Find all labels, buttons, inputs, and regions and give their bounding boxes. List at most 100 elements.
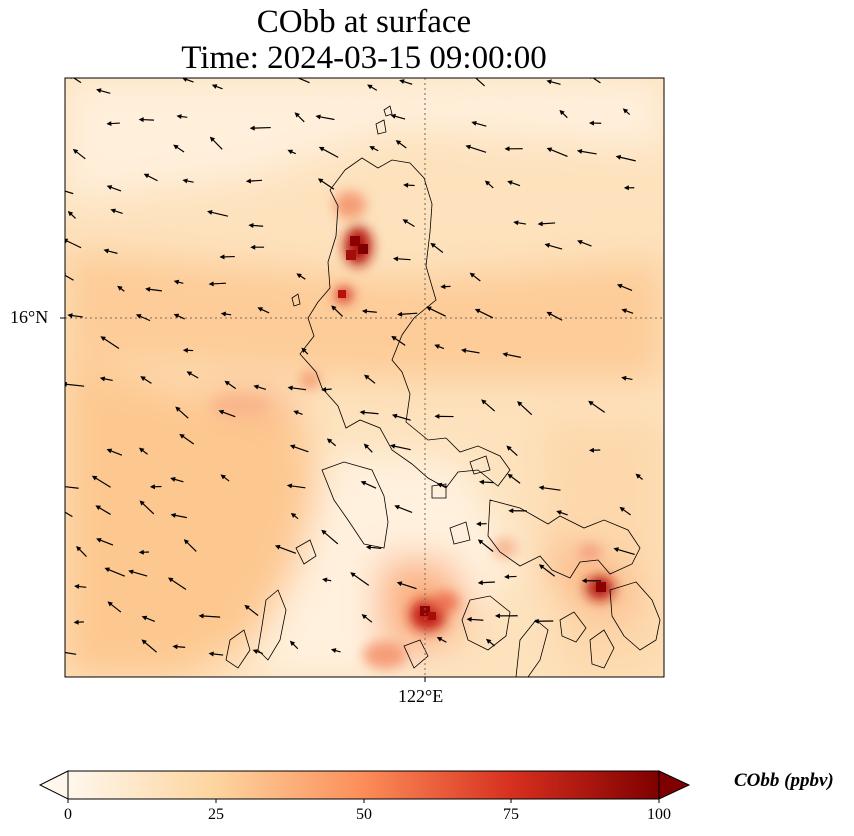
wind-arrow [394, 415, 411, 421]
wind-arrow [173, 514, 187, 519]
wind-arrow [400, 312, 418, 315]
wind-arrow-head [99, 376, 106, 382]
wind-arrow [432, 244, 444, 253]
wind-arrow-head [253, 384, 259, 390]
wind-arrow [290, 387, 307, 391]
wind-arrow [392, 445, 411, 451]
wind-arrow [277, 545, 297, 554]
wind-arrow-head [395, 140, 402, 146]
wind-arrow [548, 312, 563, 321]
wind-arrow-head [100, 336, 106, 342]
colorbar-gradient [67, 770, 660, 800]
wind-arrow [399, 582, 417, 590]
wind-arrow [590, 402, 606, 413]
wind-arrow-head [135, 314, 142, 319]
wind-arrow-head [508, 508, 514, 514]
wind-arrow-head [176, 114, 182, 120]
wind-arrow [393, 337, 406, 346]
wind-arrow [619, 284, 633, 291]
wind-arrow-head [315, 114, 321, 120]
wind-arrow [296, 78, 310, 84]
wind-arrow [479, 540, 494, 552]
colorbar-tick: 75 [503, 806, 519, 823]
wind-arrow-head [244, 604, 250, 610]
wind-arrow-head [106, 448, 113, 454]
wind-arrow [616, 548, 635, 556]
wind-arrow [70, 314, 83, 318]
wind-arrow-head [365, 544, 372, 550]
wind-arrow [65, 239, 82, 249]
wind-arrow [289, 485, 306, 489]
wind-arrow [540, 222, 556, 225]
wind-arrow-head [476, 521, 482, 527]
wind-arrow-head [367, 84, 373, 90]
wind-arrow [211, 138, 223, 150]
wind-arrow-head [364, 374, 370, 380]
wind-arrow-head [546, 311, 553, 317]
wind-arrow-head [208, 651, 214, 657]
wind-arrow-head [107, 601, 113, 607]
wind-arrow [98, 539, 114, 546]
wind-arrow-head [434, 413, 440, 419]
wind-arrow-head [481, 399, 487, 405]
wind-arrow-head [318, 146, 325, 152]
colorbar-extend-low [38, 770, 69, 800]
wind-arrow-head [361, 614, 368, 620]
wind-arrow-head [635, 473, 641, 479]
wind-arrow-head [544, 243, 551, 248]
wind-arrow-head [104, 567, 111, 573]
wind-arrow [363, 481, 377, 489]
wind-arrow [592, 78, 601, 84]
map-title: CObb at surface [256, 4, 472, 40]
wind-arrow-head [361, 308, 368, 314]
wind-arrow-head [182, 178, 188, 184]
map-subtitle-time: Time: 2024-03-15 09:00:00 [181, 40, 547, 76]
wind-arrow-head [507, 180, 513, 186]
wind-arrow-head [426, 306, 432, 312]
wind-arrow-head [461, 348, 467, 354]
wind-arrow-head [65, 238, 69, 244]
wind-arrow [509, 475, 521, 484]
wind-arrow-head [106, 185, 113, 190]
wind-arrow [246, 606, 259, 616]
wind-arrow-head [537, 221, 543, 227]
wind-arrow [618, 156, 636, 162]
wind-arrow-head [538, 485, 544, 491]
wind-arrow [181, 435, 195, 445]
colorbar-label: CObb (ppbv) [734, 770, 834, 791]
wind-arrow [477, 309, 494, 319]
wind-arrow-head [469, 272, 476, 278]
wind-arrow [141, 118, 154, 121]
wind-arrow-head [478, 479, 485, 485]
wind-arrow [65, 274, 74, 281]
wind-arrow-head [321, 387, 327, 393]
wind-arrow-head [95, 505, 101, 511]
wind-arrow [474, 122, 487, 127]
wind-arrow [540, 565, 556, 577]
wind-arrow-head [103, 248, 109, 254]
wind-arrow [393, 115, 406, 120]
wind-arrow-head [293, 410, 299, 416]
wind-arrow [65, 511, 73, 518]
wind-arrow-head [248, 222, 254, 228]
wind-arrow [65, 190, 74, 195]
colorbar-extend-high [658, 770, 691, 800]
wind-arrow-head [245, 178, 252, 184]
wind-arrow-head [141, 615, 148, 621]
wind-arrow [102, 337, 120, 349]
wind-arrow-head [224, 380, 230, 386]
wind-arrow-head [559, 109, 565, 116]
wind-arrow [428, 307, 446, 317]
wind-arrow [109, 186, 122, 192]
wind-arrow-head [391, 335, 397, 341]
wind-arrow-head [533, 618, 539, 624]
wind-arrow-head [546, 79, 552, 85]
wind-arrow-head [363, 443, 370, 449]
wind-arrow-head [139, 500, 145, 506]
wind-arrow-head [106, 121, 112, 127]
wind-arrow-head [360, 480, 367, 486]
wind-arrow-head [207, 209, 213, 215]
wind-arrow-head [402, 219, 409, 224]
wind-arrow-head [391, 413, 398, 419]
wind-arrow [177, 408, 189, 419]
